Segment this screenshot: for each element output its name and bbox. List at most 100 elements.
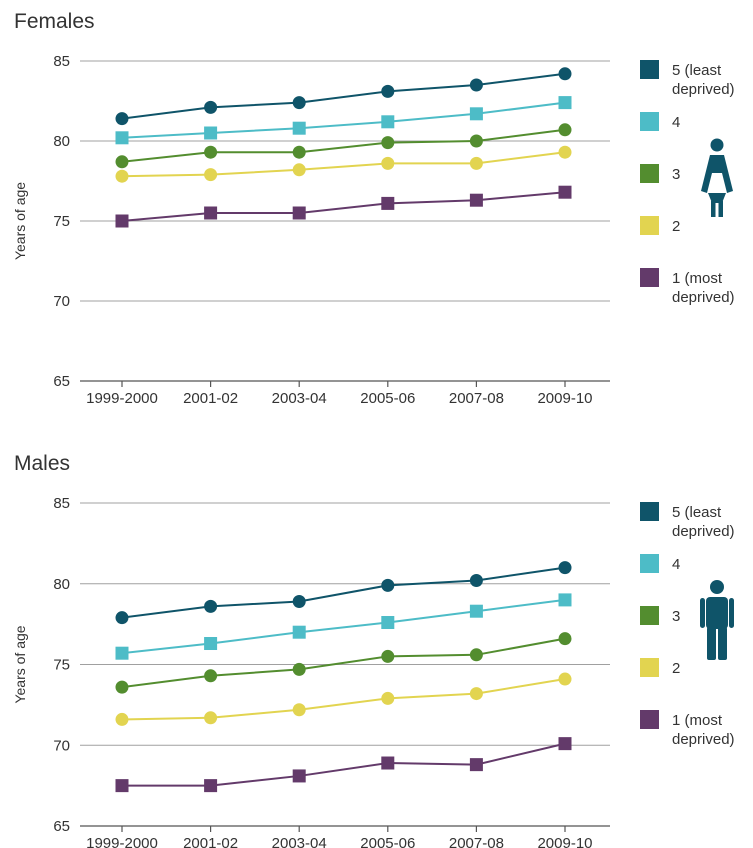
series-3 (115, 632, 572, 694)
data-point (381, 196, 395, 210)
data-point (292, 121, 306, 135)
male-icon-torso (706, 597, 728, 629)
data-point (115, 779, 129, 793)
data-point (469, 574, 483, 588)
data-point (558, 96, 572, 110)
legend-label: 1 (most deprived) (672, 712, 735, 748)
series-4 (115, 593, 572, 660)
female-icon-head (710, 138, 724, 152)
data-point (469, 193, 483, 207)
series-1 (115, 737, 572, 793)
male-icon-arm-left (700, 598, 705, 628)
series-line (121, 678, 566, 721)
data-point (381, 115, 395, 129)
legend-swatch (640, 216, 659, 235)
legend: 5 (least deprived) 4 3 2 1 (most deprived) (640, 502, 735, 748)
data-point (204, 126, 218, 140)
x-tick-label: 2003-04 (272, 835, 327, 848)
data-point (558, 145, 572, 159)
data-point (115, 680, 129, 694)
legend-swatch (640, 164, 659, 183)
data-point (204, 168, 218, 182)
chart-panel-females: Females 65 70 75 80 85 1999-2000 2001-02 2003-04… (12, 10, 735, 407)
x-tick-label: 2009-10 (537, 835, 592, 848)
data-point (381, 136, 395, 150)
legend-label-line: deprived) (672, 81, 735, 98)
legend-label: 4 (672, 556, 680, 573)
series-line (121, 151, 566, 178)
y-tick-label: 75 (53, 213, 70, 230)
data-point (381, 84, 395, 98)
female-icon-leg-right (718, 201, 723, 217)
legend-label-line: 1 (most (672, 712, 723, 729)
female-icon-skirt (708, 193, 726, 203)
data-point (292, 595, 306, 609)
series-line (122, 742, 566, 787)
data-point (115, 214, 129, 228)
series-line (121, 101, 566, 139)
data-point (115, 611, 129, 625)
legend-label-line: 3 (672, 608, 680, 625)
y-tick-label: 80 (53, 133, 70, 150)
legend-label: 5 (least deprived) (672, 504, 735, 540)
series-4 (115, 96, 572, 145)
series-line (121, 637, 566, 689)
data-point (558, 185, 572, 199)
x-tick-label: 2001-02 (183, 835, 238, 848)
data-point (558, 123, 572, 137)
data-point (469, 156, 483, 170)
data-point (204, 100, 218, 114)
female-icon (701, 138, 733, 217)
legend-label: 2 (672, 218, 680, 235)
data-point (292, 703, 306, 717)
legend-label-line: 1 (most (672, 270, 723, 287)
legend-label-line: 2 (672, 660, 680, 677)
x-tick-label: 2007-08 (449, 835, 504, 848)
data-point (292, 769, 306, 783)
series-3 (115, 123, 572, 169)
legend-label: 1 (most deprived) (672, 270, 735, 306)
data-point (115, 169, 129, 183)
legend-label: 3 (672, 166, 680, 183)
data-point (469, 78, 483, 92)
data-point (204, 145, 218, 159)
chart-panel-males: Males 65 70 75 80 85 1999-2000 2001-02 2003-04 20… (12, 452, 735, 848)
legend-swatch (640, 502, 659, 521)
series-5 (115, 67, 572, 126)
legend-swatch (640, 60, 659, 79)
legend-swatch (640, 554, 659, 573)
legend-label-line: deprived) (672, 731, 735, 748)
series-2 (115, 672, 572, 726)
legend-label-line: 4 (672, 556, 680, 573)
legend-swatch (640, 710, 659, 729)
data-point (381, 649, 395, 663)
y-axis-label: Years of age (12, 182, 28, 260)
y-tick-label: 70 (53, 293, 70, 310)
data-point (469, 758, 483, 772)
x-tick-label: 1999-2000 (86, 390, 158, 407)
male-icon (700, 580, 734, 660)
y-tick-label: 85 (53, 495, 70, 512)
data-point (204, 711, 218, 725)
y-tick-label: 75 (53, 657, 70, 674)
data-point (115, 646, 129, 660)
legend-label: 5 (least deprived) (672, 62, 735, 98)
male-icon-leg-right (718, 627, 727, 660)
y-tick-label: 70 (53, 737, 70, 754)
x-tick-label: 2005-06 (360, 835, 415, 848)
chart-title: Females (14, 10, 95, 33)
data-point (292, 662, 306, 676)
x-tick-label: 2005-06 (360, 390, 415, 407)
male-icon-arm-right (729, 598, 734, 628)
chart-title: Males (14, 452, 70, 475)
data-point (292, 163, 306, 177)
legend: 5 (least deprived) 4 3 2 1 (most deprived) (640, 60, 735, 306)
data-point (115, 112, 129, 126)
legend-label-line: 5 (least (672, 62, 722, 79)
series-1 (115, 185, 572, 228)
female-icon-body (701, 155, 733, 193)
legend-label: 4 (672, 114, 680, 131)
data-point (292, 145, 306, 159)
